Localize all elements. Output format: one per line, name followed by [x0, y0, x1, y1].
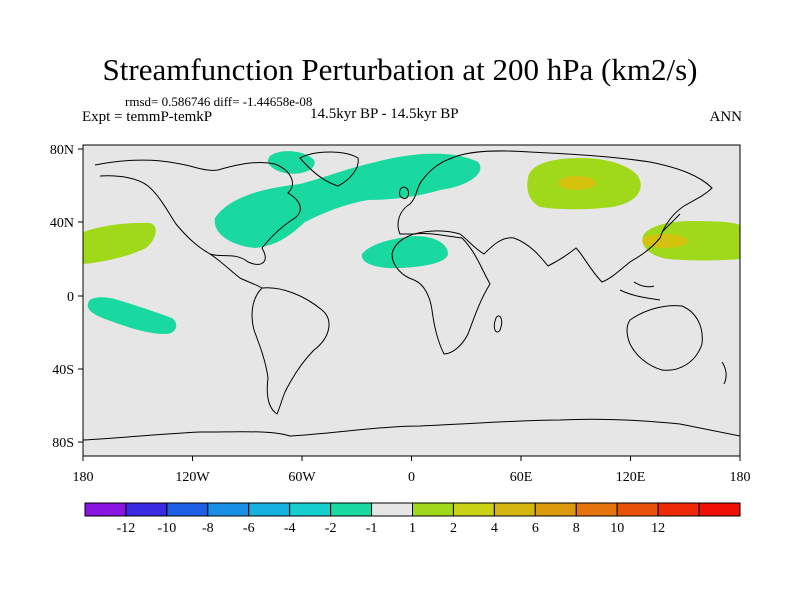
colorbar-label: -8: [202, 521, 214, 536]
anomaly-east-pacific: [83, 222, 156, 264]
x-tick-label: 60E: [510, 470, 533, 485]
period-label: 14.5kyr BP - 14.5kyr BP: [310, 106, 459, 122]
anomaly-fields: [83, 151, 740, 334]
coast-new-zealand: [721, 361, 727, 385]
colorbar-label: -1: [366, 521, 378, 536]
colorbar-swatch: [534, 502, 577, 517]
y-tick-label: 40N: [50, 216, 74, 231]
colorbar-swatch: [616, 502, 659, 517]
colorbar-label: -12: [117, 521, 136, 536]
coast-europe-asia: [397, 150, 713, 283]
coast-uk: [399, 186, 409, 199]
experiment-label: Expt = temmP-temkP: [82, 109, 213, 125]
x-tick-label: 180: [730, 470, 751, 485]
colorbar-swatch: [125, 502, 168, 517]
colorbar-swatch: [371, 502, 413, 517]
coast-africa: [391, 233, 491, 355]
colorbar-label: 8: [573, 521, 580, 536]
coast-central-america: [209, 253, 263, 289]
x-axis-labels: 180 120W 60W 0 60E 120E 180: [73, 470, 751, 485]
axis-ticks: [78, 148, 741, 461]
colorbar-label: 4: [491, 521, 498, 536]
coastlines: [83, 150, 740, 441]
y-tick-label: 40S: [52, 363, 74, 378]
x-tick-label: 60W: [288, 470, 316, 485]
y-tick-label: 80N: [50, 143, 74, 158]
colorbar-swatch: [166, 502, 209, 517]
anomaly-siberia-core: [558, 176, 596, 190]
colorbar-swatch: [493, 502, 536, 517]
coast-japan: [661, 213, 681, 233]
colorbar-swatch: [452, 502, 495, 517]
anomaly-west-pacific: [642, 221, 740, 261]
coast-australia: [626, 305, 703, 371]
colorbar-label: 1: [409, 521, 416, 536]
colorbar-label: 6: [532, 521, 539, 536]
season-label: ANN: [709, 109, 743, 125]
plot-title: Streamfunction Perturbation at 200 hPa (…: [102, 52, 698, 87]
colorbar-swatch: [698, 502, 741, 517]
coast-madagascar: [493, 315, 503, 333]
colorbar-swatch: [575, 502, 618, 517]
y-tick-label: 80S: [52, 436, 74, 451]
colorbar-label: -6: [243, 521, 255, 536]
colorbar-label: -2: [325, 521, 337, 536]
x-tick-label: 180: [73, 470, 94, 485]
colorbar-label: 12: [651, 521, 665, 536]
colorbar-swatch: [84, 502, 127, 517]
colorbar-swatch: [412, 502, 454, 517]
colorbar-label: -4: [284, 521, 296, 536]
colorbar-label: -10: [158, 521, 177, 536]
anomaly-north-atlantic: [214, 153, 481, 248]
colorbar-labels: -12 -10 -8 -6 -4 -2 -1 1 2 4 6 8 10 12: [117, 521, 666, 536]
y-tick-label: 0: [67, 290, 74, 305]
colorbar-label: 2: [450, 521, 457, 536]
stats-line: rmsd= 0.586746 diff= -1.44658e-08: [125, 94, 313, 109]
colorbar-swatch: [207, 502, 250, 517]
x-tick-label: 0: [408, 470, 415, 485]
coast-antarctica: [83, 418, 740, 441]
coast-indonesia: [619, 281, 661, 301]
y-axis-labels: 80N 40N 0 40S 80S: [50, 143, 74, 451]
coast-greenland: [299, 151, 359, 187]
colorbar: [84, 502, 741, 517]
coast-south-america: [251, 287, 330, 415]
x-tick-label: 120E: [616, 470, 646, 485]
x-tick-label: 120W: [175, 470, 210, 485]
colorbar-swatch: [248, 502, 291, 517]
anomaly-sahara: [361, 236, 448, 269]
coast-north-america: [94, 159, 301, 265]
anomaly-west-pacific-core: [642, 234, 688, 248]
colorbar-swatch: [289, 502, 332, 517]
colorbar-swatch: [330, 502, 373, 517]
anomaly-south-pacific: [87, 297, 177, 334]
colorbar-label: 10: [610, 521, 624, 536]
colorbar-swatch: [657, 502, 700, 517]
